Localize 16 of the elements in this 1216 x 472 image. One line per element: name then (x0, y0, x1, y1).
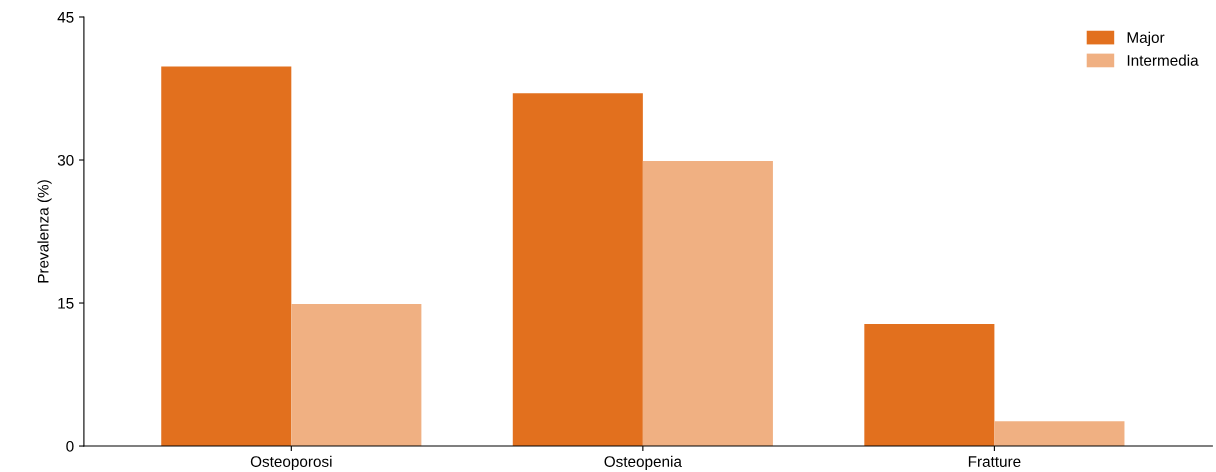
legend-label: Intermedia (1127, 54, 1199, 66)
bar (642, 160, 773, 447)
x-tick-label: Osteoporosi (250, 455, 332, 470)
y-tick-label: 45 (57, 12, 74, 23)
bar (161, 66, 292, 447)
x-tick-label: Osteopenia (604, 455, 682, 470)
bar (864, 324, 995, 447)
y-axis-title: Prevalenza (%) (37, 180, 52, 283)
bar (994, 421, 1125, 447)
bar (512, 93, 643, 447)
y-tick-label: 30 (57, 154, 74, 166)
x-tick-label: Fratture (968, 456, 1021, 467)
legend-label: Major (1127, 31, 1165, 46)
y-tick-label: 15 (58, 298, 74, 309)
y-tick-label: 0 (66, 440, 74, 452)
bar (291, 303, 422, 447)
